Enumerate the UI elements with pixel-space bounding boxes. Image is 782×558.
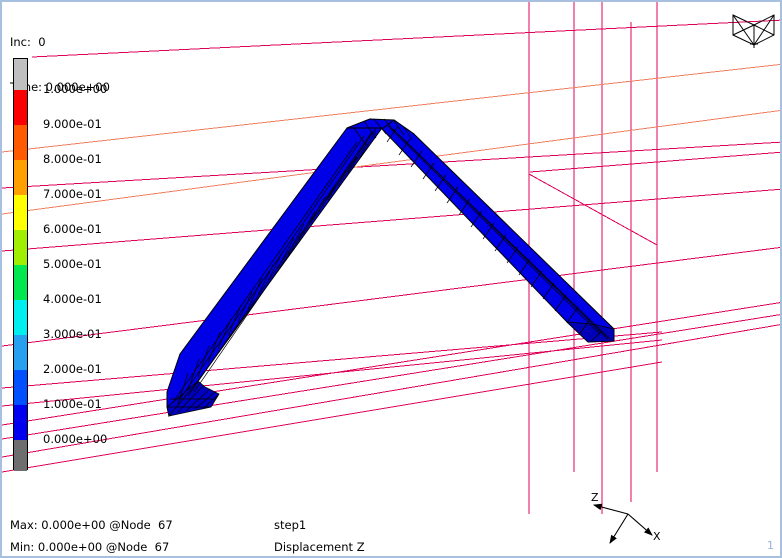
colorbar-tick-5: 5.000e-01 bbox=[43, 257, 102, 271]
status-field-name: Displacement Z bbox=[274, 540, 365, 554]
colorbar-band-dark-blue bbox=[14, 405, 27, 440]
colorbar-legend[interactable]: 1.000e+00 9.000e-01 8.000e-01 7.000e-01 6.00… bbox=[13, 58, 107, 471]
colorbar-band-yellow-green bbox=[14, 230, 27, 265]
colorbar-band-light-blue bbox=[14, 335, 27, 370]
colorbar-tick-7: 3.000e-01 bbox=[43, 327, 102, 341]
colorbar-tick-9: 1.000e-01 bbox=[43, 397, 102, 411]
colorbar-tick-4: 6.000e-01 bbox=[43, 222, 102, 236]
colorbar-band-green bbox=[14, 265, 27, 300]
colorbar-band-yellow bbox=[14, 195, 27, 230]
orientation-widget[interactable] bbox=[732, 14, 775, 48]
axis-z-label: Z bbox=[591, 491, 599, 504]
mesh-wireframe-left bbox=[172, 127, 377, 405]
colorbar-tick-labels: 1.000e+00 9.000e-01 8.000e-01 7.000e-01 6.00… bbox=[32, 58, 122, 470]
axis-triad: Z X bbox=[591, 491, 661, 544]
colorbar-tick-10: 0.000e+00 bbox=[43, 432, 108, 446]
colorbar-tick-0: 1.000e+00 bbox=[43, 82, 108, 96]
status-step-name: step1 bbox=[274, 518, 307, 532]
reference-grid bbox=[2, 2, 780, 514]
status-max-value: Max: 0.000e+00 @Node 67 bbox=[10, 518, 173, 532]
mesh-wireframe-right bbox=[386, 125, 612, 342]
colorbar-band-orange bbox=[14, 160, 27, 195]
axis-x-label: X bbox=[653, 530, 661, 543]
axis-y-arrow bbox=[609, 513, 629, 544]
colorbar-tick-6: 4.000e-01 bbox=[43, 292, 102, 306]
colorbar-band-red bbox=[14, 90, 27, 125]
reference-grid-accent bbox=[2, 63, 780, 215]
colorbar-band-over-range-gray bbox=[14, 59, 27, 90]
colorbar-tick-8: 2.000e-01 bbox=[43, 362, 102, 376]
finite-element-mesh[interactable] bbox=[166, 118, 615, 418]
mesh-right-leg-endcap bbox=[565, 321, 615, 343]
corner-page-number: 1 bbox=[767, 539, 774, 552]
colorbar-band-orange-red bbox=[14, 125, 27, 160]
colorbar-strip[interactable] bbox=[13, 58, 28, 471]
colorbar-tick-2: 8.000e-01 bbox=[43, 152, 102, 166]
colorbar-tick-1: 9.000e-01 bbox=[43, 117, 102, 131]
axis-z-arrow bbox=[592, 503, 629, 515]
colorbar-band-blue bbox=[14, 370, 27, 405]
mesh-wireframe-endcap-left bbox=[167, 380, 219, 417]
axis-x-arrow bbox=[627, 513, 653, 536]
status-min-value: Min: 0.000e+00 @Node 67 bbox=[10, 540, 170, 554]
mesh-wireframe-apex bbox=[353, 118, 413, 146]
colorbar-band-cyan bbox=[14, 300, 27, 335]
colorbar-band-under-range-gray bbox=[14, 440, 27, 471]
increment-label: Inc: 0 bbox=[10, 35, 46, 49]
colorbar-tick-3: 7.000e-01 bbox=[43, 187, 102, 201]
